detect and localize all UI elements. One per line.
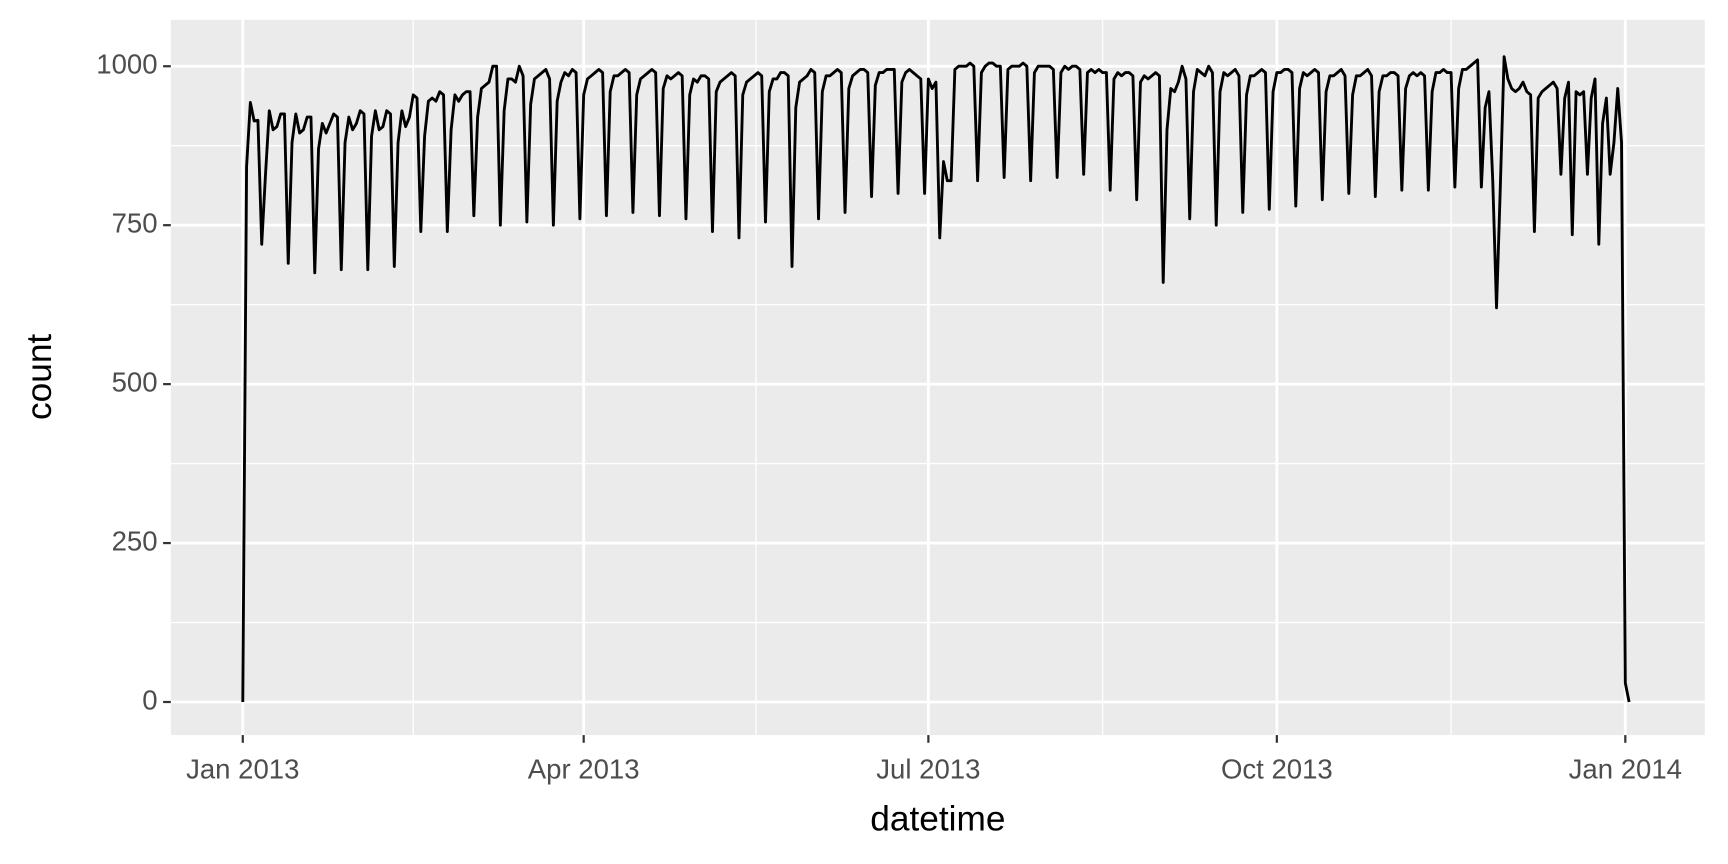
y-tick-label: 1000: [96, 49, 157, 80]
axes: 0 250 500 750 1000 Jan 2013 Apr 2013 Jul 2013 Oc…: [96, 49, 1682, 785]
y-axis-title: count: [20, 334, 59, 420]
x-tick-label: Apr 2013: [528, 754, 640, 785]
marks: [241, 55, 1631, 703]
y-tick-label: 750: [112, 207, 158, 238]
grid: [170, 19, 1705, 736]
x-tick-label: Jan 2013: [186, 754, 299, 785]
x-axis-title: datetime: [870, 799, 1005, 838]
y-tick-label: 250: [112, 525, 158, 556]
y-tick-label: 500: [112, 366, 158, 397]
data-line: [241, 55, 1631, 703]
x-tick-label: Oct 2013: [1221, 754, 1333, 785]
x-tick-label: Jul 2013: [876, 754, 980, 785]
x-tick-label: Jan 2014: [1569, 754, 1682, 785]
y-tick-label: 0: [142, 684, 157, 715]
